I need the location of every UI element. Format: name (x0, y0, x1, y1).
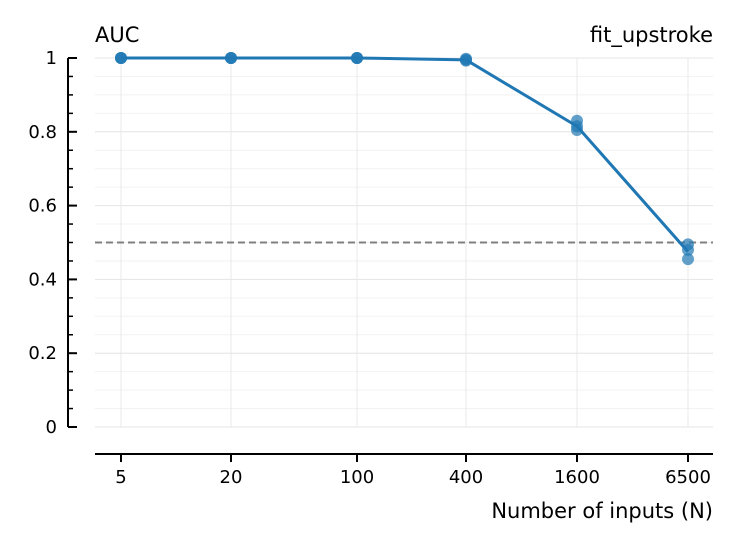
axes: 0 0.2 0.4 0.6 0.8 1 5 20 100 400 1600 6500 (28, 48, 713, 488)
x-axis-label: Number of inputs (N) (491, 499, 713, 523)
series-line (121, 56, 690, 253)
data-point (225, 52, 237, 64)
data-point (682, 243, 694, 256)
y-tick-label: 0.4 (28, 269, 57, 290)
y-axis-label: AUC (95, 23, 139, 47)
y-tick-label: 0 (46, 417, 57, 438)
series-layer (115, 52, 694, 266)
x-tick-label: 100 (340, 467, 374, 488)
data-point (460, 54, 472, 67)
x-tick-label: 400 (449, 467, 483, 488)
x-tick-label: 5 (115, 467, 126, 488)
data-point (571, 123, 583, 136)
y-tick-label: 0.2 (28, 343, 57, 364)
data-point (115, 52, 127, 64)
y-tick-label: 1 (46, 48, 57, 69)
data-point (682, 253, 694, 266)
y-tick-label: 0.8 (28, 122, 57, 143)
x-tick-label: 6500 (665, 467, 711, 488)
data-point (351, 52, 363, 64)
y-tick-label: 0.6 (28, 196, 57, 217)
x-tick-label: 1600 (554, 467, 600, 488)
x-tick-label: 20 (220, 467, 243, 488)
chart-title: fit_upstroke (590, 23, 713, 48)
